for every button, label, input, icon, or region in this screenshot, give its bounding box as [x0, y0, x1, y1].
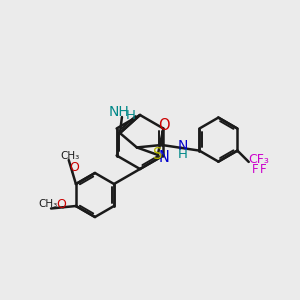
Text: H: H [178, 148, 188, 161]
Text: H: H [126, 109, 136, 122]
Text: CF₃: CF₃ [248, 153, 269, 167]
Text: O: O [158, 118, 170, 134]
Text: N: N [159, 150, 170, 165]
Text: CH₃: CH₃ [38, 200, 58, 209]
Text: O: O [69, 161, 79, 174]
Text: F: F [251, 164, 258, 176]
Text: CH₃: CH₃ [60, 151, 80, 161]
Text: F: F [260, 164, 266, 176]
Text: O: O [56, 198, 66, 211]
Text: NH: NH [109, 105, 129, 119]
Text: S: S [153, 147, 163, 162]
Text: N: N [177, 139, 188, 153]
